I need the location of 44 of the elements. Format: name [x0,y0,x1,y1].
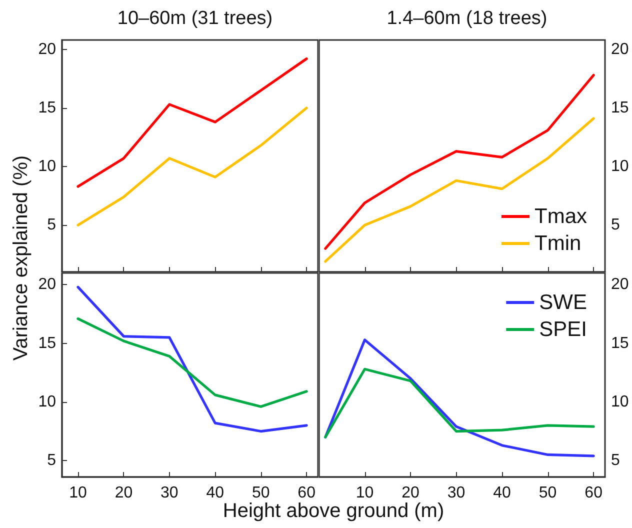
y-tick-label: 5 [611,452,620,470]
y-tick-label: 15 [611,99,629,116]
legend-label: Tmax [534,205,588,228]
line-series [76,286,308,433]
legend-label: SPEI [539,318,588,341]
y-tick-label: 15 [38,99,56,116]
x-axis-title: Height above ground (m) [222,500,446,523]
y-tick-label: 5 [47,452,56,470]
line-series [76,57,308,188]
x-tick-label: 10 [356,484,374,502]
legend-label: Tmin [534,232,582,255]
x-tick-label: 60 [298,484,316,502]
x-tick-label: 20 [114,484,133,502]
line-series [324,338,595,458]
y-tick-label: 20 [38,40,56,58]
y-tick-label: 5 [611,216,620,234]
y-tick-label: 20 [611,40,629,58]
x-tick-label: 50 [252,484,270,502]
x-tick-label: 60 [584,484,603,502]
y-tick-label: 15 [611,334,629,352]
y-tick-label: 15 [38,334,56,352]
line-series [324,368,595,438]
y-tick-label: 10 [38,158,56,176]
legend-label: SWE [539,291,587,314]
y-axis-title: Variance explained (%) [10,154,33,363]
line-series [76,317,308,408]
line-series [324,74,595,250]
x-tick-label: 40 [206,484,224,502]
y-tick-label: 10 [611,393,629,410]
x-tick-label: 30 [447,484,466,502]
x-tick-label: 10 [69,484,87,502]
x-tick-label: 50 [538,484,557,502]
y-tick-label: 10 [38,393,56,410]
y-tick-label: 20 [611,276,629,294]
y-tick-label: 20 [38,276,56,294]
y-tick-label: 5 [47,216,56,234]
x-tick-label: 20 [402,484,420,502]
chart-title: 1.4–60m (18 trees) [386,8,548,29]
chart-title: 10–60m (31 trees) [117,8,273,29]
x-tick-label: 30 [160,484,178,502]
y-tick-label: 10 [611,158,629,176]
line-series [324,117,595,263]
x-tick-label: 40 [493,484,512,502]
line-series [76,106,308,226]
